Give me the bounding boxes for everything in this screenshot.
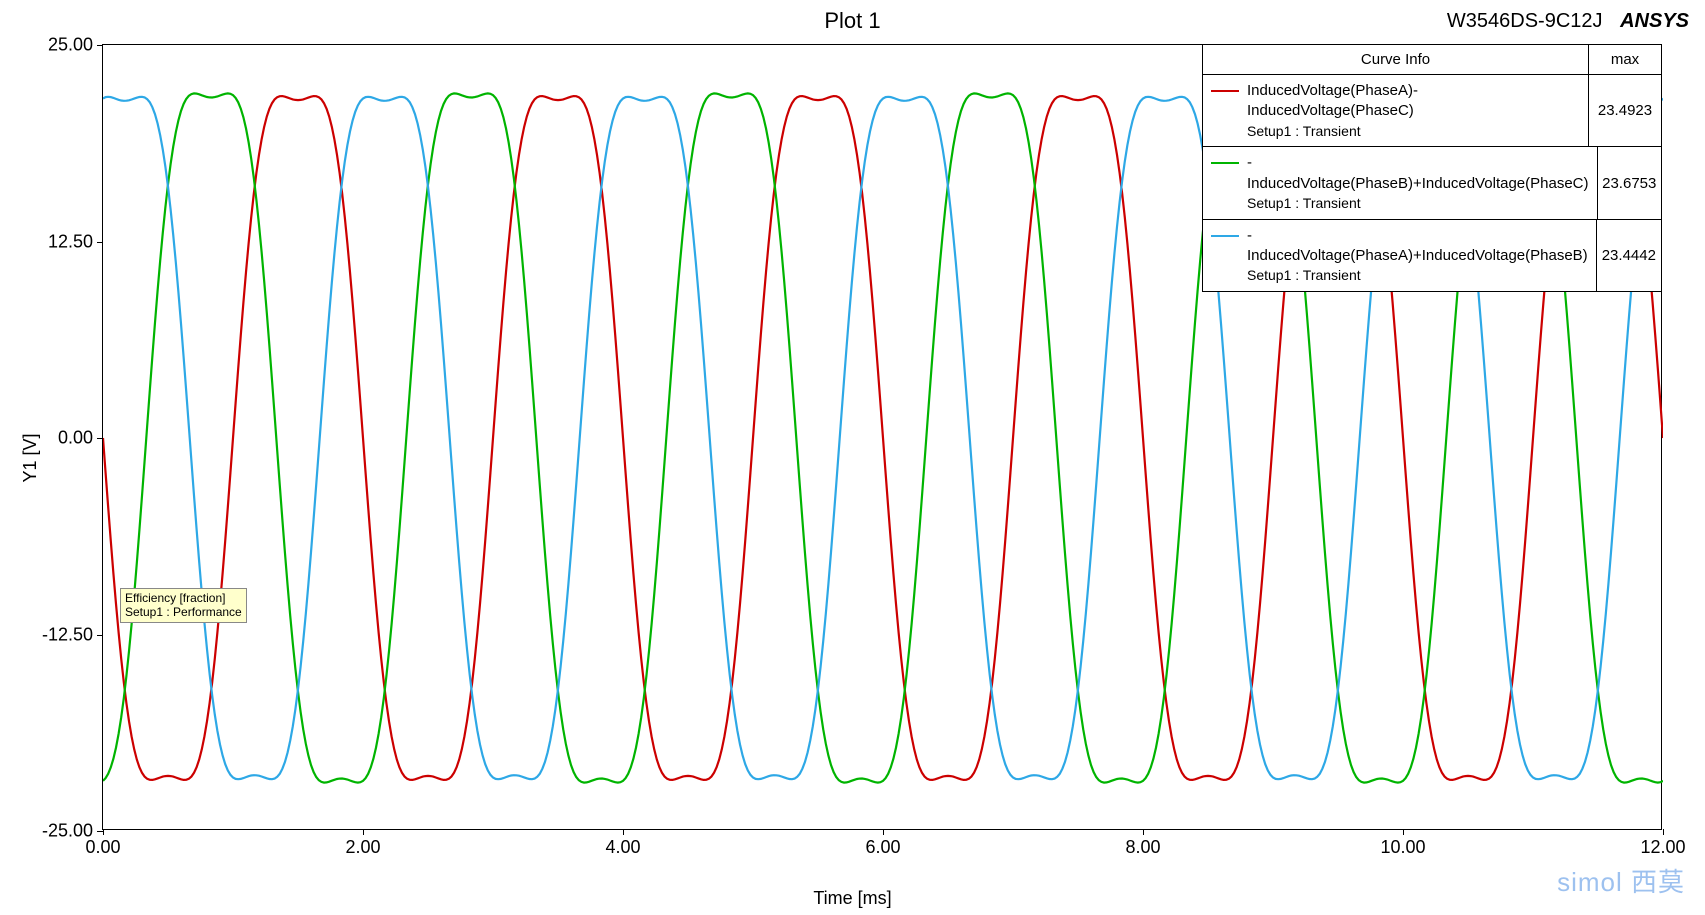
legend-header: Curve Info max [1203, 45, 1661, 75]
design-code: W3546DS-9C12J [1447, 10, 1603, 32]
legend-row[interactable]: -InducedVoltage(PhaseB)+InducedVoltage(P… [1203, 147, 1661, 219]
x-tick-label: 0.00 [85, 837, 120, 858]
legend-max-value: 23.6753 [1598, 147, 1662, 218]
x-tick-label: 6.00 [865, 837, 900, 858]
tooltip-line2: Setup1 : Performance [125, 605, 242, 619]
legend-swatch [1211, 162, 1239, 164]
x-axis-label: Time [ms] [0, 888, 1705, 909]
legend-header-curve: Curve Info [1203, 45, 1589, 74]
x-tick-label: 2.00 [345, 837, 380, 858]
legend-max-value: 23.4442 [1597, 220, 1661, 291]
legend-swatch [1211, 235, 1239, 237]
x-tick-label: 4.00 [605, 837, 640, 858]
y-tick-label: -12.50 [42, 624, 93, 645]
x-tick-label: 12.00 [1640, 837, 1685, 858]
y-axis-label: Y1 [V] [20, 433, 41, 482]
header-right: W3546DS-9C12J ANSYS [1447, 10, 1689, 33]
legend-row[interactable]: -InducedVoltage(PhaseA)+InducedVoltage(P… [1203, 220, 1661, 291]
legend-swatch [1211, 90, 1239, 92]
legend-text: InducedVoltage(PhaseA)-InducedVoltage(Ph… [1247, 81, 1580, 140]
chart-container: Plot 1 W3546DS-9C12J ANSYS Y1 [V] Time [… [0, 0, 1705, 915]
legend-header-max: max [1589, 45, 1661, 74]
legend-text: -InducedVoltage(PhaseA)+InducedVoltage(P… [1247, 226, 1588, 285]
x-tick-label: 8.00 [1125, 837, 1160, 858]
brand-label: ANSYS [1620, 10, 1689, 32]
legend-max-value: 23.4923 [1589, 75, 1661, 146]
legend-box[interactable]: Curve Info max InducedVoltage(PhaseA)-In… [1202, 44, 1662, 292]
tooltip-line1: Efficiency [fraction] [125, 591, 242, 605]
y-tick-label: 0.00 [58, 428, 93, 449]
hover-tooltip: Efficiency [fraction] Setup1 : Performan… [120, 588, 247, 623]
y-tick-label: 12.50 [48, 231, 93, 252]
y-tick-label: 25.00 [48, 35, 93, 56]
x-tick-label: 10.00 [1380, 837, 1425, 858]
legend-text: -InducedVoltage(PhaseB)+InducedVoltage(P… [1247, 153, 1589, 212]
legend-row[interactable]: InducedVoltage(PhaseA)-InducedVoltage(Ph… [1203, 75, 1661, 147]
